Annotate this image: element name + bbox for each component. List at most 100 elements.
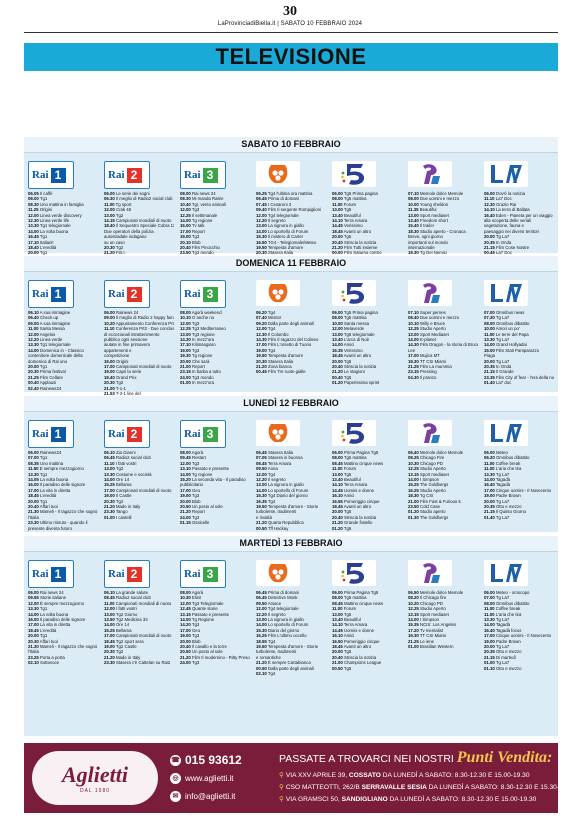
program-entry: 06.45 Detective Monk (256, 595, 298, 601)
program-entry: 14.00 Tg regione (180, 471, 213, 477)
program-entry: 07.10 Super pernes (408, 310, 446, 315)
program-entry: 11.00 Santa Messa (28, 326, 65, 332)
program-entry: 13.10 Passato e presente (180, 466, 229, 472)
program-entry: 08.30 Uno mattina in famiglia (28, 201, 84, 207)
program-entry: 21.15 Il Quinto Giorno (484, 509, 527, 515)
program-list: 06.45 Prima di domani 06.45 Detective Mon… (256, 590, 326, 677)
ad-phone[interactable]: 015 93612 (185, 753, 242, 767)
program-entry: 14.05 La volta buona (28, 477, 69, 483)
program-list: 06.50 Memole dolce Memole 08.20 Il Chicag… (408, 590, 478, 649)
la7-mark-icon (491, 564, 522, 582)
program-entry: 01.00 Tg La7 (484, 660, 510, 666)
program-entry: 17.00 Film L'orsetto di Tuono (256, 342, 312, 348)
program-entry: 02.10 Sottovoce (28, 660, 60, 666)
program-entry: 11.00 Campionati mondiali di nuoto (104, 600, 172, 606)
program-entry: 13.40 L'arca di Noè (332, 337, 370, 343)
program-entry: 20.00 Tg La7 (484, 644, 510, 650)
program-entry: 13.30 Tg1 (28, 471, 48, 477)
day-title: MARTEDÌ 13 FEBBRAIO (24, 536, 558, 552)
program-entry: 06.00 Le serie dei sogni (104, 191, 150, 196)
program-entry: 06.00 Rai news 24 (28, 590, 64, 595)
program-entry: 24.00 Tg3 (180, 660, 200, 666)
program-entry: 06.45 Stasera Italia (256, 450, 294, 455)
ad-headline-brand: Punti Vendita: (456, 749, 553, 766)
program-entry: 08.00 Tg5 mattina (332, 455, 367, 461)
program-entry: 12.00 Tg3 (180, 207, 200, 213)
program-entry: 00.40 Tg5 (332, 374, 352, 380)
program-entry: 06.10 A sua immagine (28, 310, 71, 315)
program-entry: 19.50 Tempesta d'amore (256, 353, 304, 359)
program-entry: 14.20 Tg3 (180, 622, 200, 628)
rai-brand-text: Rai (108, 428, 125, 440)
program-entry: 21.20 È sempre Cartabianca (256, 660, 311, 666)
channel-column-canale5: 06.00 Tg5 Prima pagina 08.00 Tg5 mattina 1… (330, 137, 394, 261)
program-entry: 16.10 Amici (332, 493, 355, 499)
program-entry: 20.00 Tg1 (28, 633, 48, 639)
channel-column-rai1: Rai 1 06.00 Rai news 24 09.55 Storie italia… (26, 536, 97, 736)
ad-web[interactable]: www.aglietti.it (185, 773, 234, 783)
program-list: 06.00 Prima Pagina Tg5 08.00 Tg5 mattina 0… (332, 450, 402, 531)
ad-locations: ⚲ VIA XXV APRILE 39, COSSATO DA LUNEDÌ A … (279, 771, 576, 807)
program-entry: 06.20 Tg4 (256, 310, 276, 315)
program-entry: 00.40 Applausi (28, 380, 57, 386)
day-block: DOMENICA 11 FEBBRAIO Rai 1 06.10 A sua imma… (24, 256, 558, 396)
program-list: 06.45 Stasera Italia 07.05 Stasera in buo… (256, 450, 326, 531)
program-entry: 10.10 O anche no (180, 315, 215, 321)
program-entry: 19.30 Tg Dei Nemici (408, 250, 447, 256)
channel-column-la7: 06.00 Dov'è la notizia 11.10 La7 Doc 12.30… (482, 137, 553, 255)
la7-mark-icon (491, 284, 522, 302)
program-entry: 20.50 Un posto al sole (180, 504, 223, 510)
program-entry: 01.20 Tg5 (332, 525, 352, 531)
ad-location-row: ⚲ VIA XXV APRILE 39, COSSATO DA LUNEDÌ A … (279, 771, 554, 779)
program-entry: 06.00 Meteo (484, 450, 508, 455)
program-entry: 20.40 Striscia la notizia (332, 364, 377, 370)
program-entry: 08.00 Agorà (180, 590, 204, 595)
canale5-logo (332, 560, 376, 586)
la7-mark-icon (491, 424, 522, 442)
program-entry: 21.20 Le stagioni (332, 369, 365, 375)
program-entry: 18.40 Il Sequestro Speciale Cobra 11 (104, 223, 174, 229)
day-title: LUNEDÌ 12 FEBBRAIO (24, 396, 558, 412)
program-entry: 07.00 Tg La7 (484, 595, 510, 601)
program-entry: 12.00 Tg4 (256, 471, 276, 477)
program-entry: 09.55 Storie italiane (28, 595, 66, 601)
program-entry: 08.45 Radio2 social club (104, 595, 151, 601)
ad-location-row: ⚲ CSO MATTEOTTI, 262/B SERRAVALLE SESIA D… (279, 783, 576, 791)
rai-brand-text: Rai (184, 428, 201, 440)
program-entry: 15.00 Origini (104, 358, 129, 364)
program-entry: 13.00 Sport Mediaset (408, 331, 449, 337)
channel-column-rai3: Rai 3 08.00 Rai news 24 08.30 Mi manda Rait… (178, 137, 242, 261)
program-entry: 06.05 Il caffè (28, 191, 53, 196)
program-entry: 14.10 La terra di Ballata (484, 207, 530, 213)
program-entry: 20.00 Tg1 (28, 498, 48, 504)
channel-column-la7: 07.00 Omnibus news 07.30 Tg La7 08.00 Omni… (482, 256, 554, 392)
ad-town: SERRAVALLE SESIA (361, 784, 427, 791)
program-entry: turbolente, tradimenti (256, 509, 297, 515)
program-entry: 14.00 Lo sportello di Forum (256, 228, 309, 234)
mail-icon: ✉ (170, 790, 181, 802)
program-list: 06.00 Rainews 24 09.00 Il meglio di Radio… (104, 310, 174, 397)
program-entry: 09.45 Restart (180, 455, 206, 461)
ad-email[interactable]: info@aglietti.it (185, 791, 236, 801)
program-entry: 08.00 Omnibus dibattito (484, 600, 530, 606)
program-entry: appartenenti e (104, 347, 132, 353)
program-entry: 20.00 Tg1 (28, 250, 48, 256)
rai1-logo: Rai 1 (28, 420, 74, 448)
ad-town: COSSATO (348, 772, 381, 779)
program-entry: 12.30 Grazie Rai (484, 201, 517, 207)
program-list: 06.00 Dov'è la notizia 11.10 La7 Doc 12.30… (484, 191, 554, 256)
program-entry: 07.45 I Cesaroni 3 (256, 201, 292, 207)
program-entry: 20.00 Tg La7 (484, 358, 510, 364)
program-entry: 08.00 Tg5 mattina (332, 595, 367, 601)
section-title: TELEVISIONE (24, 43, 558, 71)
program-entry: 21.30 Mameli - Il ragazzo che sognò (28, 509, 98, 515)
program-entry: 12.20 Il segreto (256, 477, 286, 483)
program-entry: internazionale (408, 245, 435, 251)
program-entry: 08.00 Rai news 24 (180, 191, 216, 196)
program-entry: 21.25 Film Cellare (28, 374, 63, 380)
program-entry: 06.40 Check up (28, 315, 59, 321)
program-entry: 06.45 Prima di domani (256, 590, 300, 595)
la7-mark-icon (491, 165, 522, 183)
program-entry: 00.00 Film Saturno contro (332, 250, 382, 256)
program-entry: 10.40 Tgr, vento animali (180, 201, 226, 207)
